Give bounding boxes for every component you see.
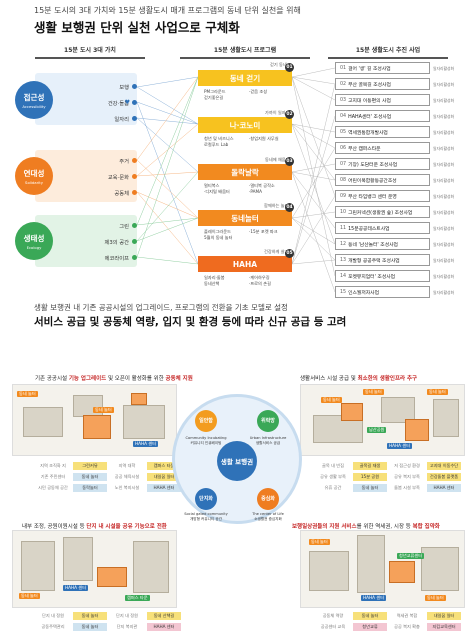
strategy-item: 15 인스월저자사업 <box>335 286 430 298</box>
strategy-tag: 일자리활성화 <box>433 242 454 247</box>
petal-incubating: 일안함 <box>195 410 217 432</box>
quadrant-br-illustration: 동네 놀터 HAHA 센터 청년교류센터 동네 놀터 <box>300 530 465 608</box>
strategy-item: 10 그린커넥션(생활권 숲) 조성사업 <box>335 206 430 218</box>
section2-subtitle: 생활 보행권 내 기존 공공시설의 업그레이드, 프로그램의 전환을 기초 모델… <box>34 303 288 312</box>
strategy-tag: 일자리활성화 <box>433 290 454 295</box>
strategy-tag: 일자리활성화 <box>433 258 454 263</box>
program-items-walk: PM그라운드 ·걷음 조성 걷기좋은길 <box>204 89 268 100</box>
quadrant-tr-illustration: 동네 놀터 동네 놀터 HAHA 센터 남산공원 동네 놀터 <box>300 384 465 456</box>
quadrant-bl-table: 단지 내 정원 동네 놀터 단지 내 정원 동네 산책길 공동주택관리 동네 놀터 단지 … <box>36 612 184 634</box>
strategy-item: 14 포켓뮤지엄터' 조성사업 <box>335 270 430 282</box>
petal-infrastructure-caption: Urban Infrastructure 생활서비스 공급 <box>249 436 287 445</box>
strategy-item: 13 개발형 공공주택 조성사업 <box>335 254 430 266</box>
quadrant-bl-illustration: 동네 놀터 HAHA 센터 캠퍼스 타운 <box>12 530 177 608</box>
strategy-item: 03 고지대 이동편의 사업 <box>335 94 430 106</box>
strategy-item: 04 HAHA센터' 조성사업 <box>335 110 430 122</box>
strategy-item: 02 부산 골목길 조성사업 <box>335 78 430 90</box>
program-tag-5: 건강하게 살기 <box>264 249 289 254</box>
strategy-tag: 일자리활성화 <box>433 210 454 215</box>
header-subtitle: 15분 도시의 3대 가치와 15분 생활도시 매개 프로그램의 동네 단위 실… <box>34 6 301 15</box>
heart-icon: ♥ <box>124 99 130 106</box>
strategy-item: 07 기장) 도담터운 조성사업 <box>335 158 430 170</box>
column-head-programs: 15분 생활도시 프로그램 <box>180 45 310 59</box>
strategy-item: 12 동네 '남산놀터' 조성사업 <box>335 238 430 250</box>
strategy-tag: 일자리활성화 <box>433 146 454 151</box>
strategy-item: 06 부산 캠퍼스타운 <box>335 142 430 154</box>
strategy-item: 08 어린이복합활동공간조성 <box>335 174 430 186</box>
quadrant-tr-title: 생활서비스 시설 공급 및 최소한의 생활인프라 추구 <box>300 376 418 382</box>
value-item-housing: 주거 <box>77 155 137 166</box>
program-items-nanomy: 청년 및 비즈니스 ·창업지원 사무실 로컬푸드 Lab <box>204 136 279 147</box>
program-header-nanomy: 나·코노미 02 <box>198 110 294 133</box>
value-item-health: 건강·돌봄 ♥ <box>77 97 137 108</box>
section2-title: 서비스 공급 및 공동체 역량, 입지 및 환경 등에 따라 신규 공급 등 고… <box>34 316 347 328</box>
petal-gated-caption: Social gated community 개방형 커뮤니티 공간 <box>184 512 228 521</box>
strategy-item: 09 부산 타임뱅크 센터 운영 <box>335 190 430 202</box>
value-circle-ecology: 생태성 Ecology <box>15 222 53 260</box>
strategy-tag: 일자리활성화 <box>433 66 454 71</box>
strategy-tag: 일자리활성화 <box>433 130 454 135</box>
program-items-playground: 플레이그라운드 ·15분 포켓 파크 5월의 동네 놀터 <box>204 229 278 240</box>
value-item-walk: 보행 <box>77 81 137 92</box>
value-circle-accessibility: 접근성 Accessibility <box>15 81 53 119</box>
value-item-jobs: 일자리 <box>77 113 137 124</box>
quadrant-tr-table: 골목 내 빈집 골목길 재생 저 접근성 환경 고지대 이동수단 공유 생활 부족 15… <box>316 462 464 495</box>
program-header-dollak: 돌락날락 03 <box>198 157 294 180</box>
petal-gated: 단지화 <box>195 488 217 510</box>
value-item-third-place: 제3의 공간 <box>77 236 137 247</box>
connector-lines <box>136 67 336 293</box>
program-items-haha: 일자리·돌봄 ·케어하우징 동네산책 ·프로의 손길 <box>204 275 271 286</box>
quadrant-tl-title: 기존 공공시설 기능 업그레이드 및 오픈이 활성화를 위한 공동체 지원 <box>35 376 193 382</box>
program-tag-1: 걷기 동네 <box>270 62 287 67</box>
quadrant-tl-table: 지역 조직화 지 그린커뮤 지역 대학 캠퍼스 타운 기존 주민센터 동네 놀터 공공 체… <box>36 462 184 495</box>
header-title: 생활 보행권 단위 실천 사업으로 구체화 <box>34 20 240 35</box>
value-item-green: 그린 <box>77 220 137 231</box>
program-tag-2: 가까이 일자리 <box>265 110 290 115</box>
strategy-tag: 일자리활성화 <box>433 226 454 231</box>
value-item-education: 교육·문화 <box>77 171 137 182</box>
strategy-tag: 일자리활성화 <box>433 178 454 183</box>
column-head-values: 15분 도시 3대 가치 <box>35 45 145 59</box>
program-items-dollak: 멀티복스 ·멀티복 공작소 ·디지털 배움터 ·PAMA <box>204 183 275 194</box>
program-tag-3: 동네에 채움터 <box>265 157 290 162</box>
strategy-tag: 일자리활성화 <box>433 274 454 279</box>
center-core: 생활 보행권 <box>217 441 257 481</box>
quadrant-br-title: 보행일상권들의 지원 서비스를 위한 역세권, 시장 등 복합 집약화 <box>292 524 440 530</box>
program-tag-4: 함께하는 놀터 <box>264 203 289 208</box>
strategy-tag: 일자리활성화 <box>433 82 454 87</box>
program-header-walk: 동네 걷기 01 <box>198 63 294 86</box>
quadrant-bl-title: 내부 조정, 공원이원시설 등 단지 내 시설을 공유 기능으로 전환 <box>22 524 167 530</box>
quadrant-tl-illustration: 동네 놀터 동네 놀터 HAHA 센터 <box>12 384 177 456</box>
program-header-haha: HAHA 05 <box>198 249 294 272</box>
strategy-item: 01 걸어 '생' 길 조성사업 <box>335 62 430 74</box>
value-circle-solidarity: 연대성 Solidarity <box>15 157 53 195</box>
petal-infrastructure: 위락망 <box>257 410 279 432</box>
petal-center-caption: The center of Life 소생활권 중심지화 <box>252 512 284 521</box>
strategy-item: 05 역세권통합개발사업 <box>335 126 430 138</box>
value-item-community: 공동체 <box>77 187 137 198</box>
strategy-item: 11 15분공공테스트사업 <box>335 222 430 234</box>
value-item-eco-life: 에코라이프 <box>77 252 137 263</box>
strategy-tag: 일자리활성화 <box>433 114 454 119</box>
program-header-playground: 동네놀터 04 <box>198 203 294 226</box>
strategy-tag: 일자리활성화 <box>433 162 454 167</box>
petal-center: 중심화 <box>257 488 279 510</box>
strategy-tag: 일자리활성화 <box>433 98 454 103</box>
petal-incubating-caption: Community Incubating 커뮤니티 인큐베이팅 <box>185 436 227 445</box>
column-head-strategies: 15분 생활도시 추진 사업 <box>328 45 448 59</box>
quadrant-br-table: 공동체 역량 동네 놀터 역세권 복합 내일꿈 일터 공공센터 교육 청년교류 공공 복지… <box>316 612 464 634</box>
strategy-tag: 일자리활성화 <box>433 194 454 199</box>
